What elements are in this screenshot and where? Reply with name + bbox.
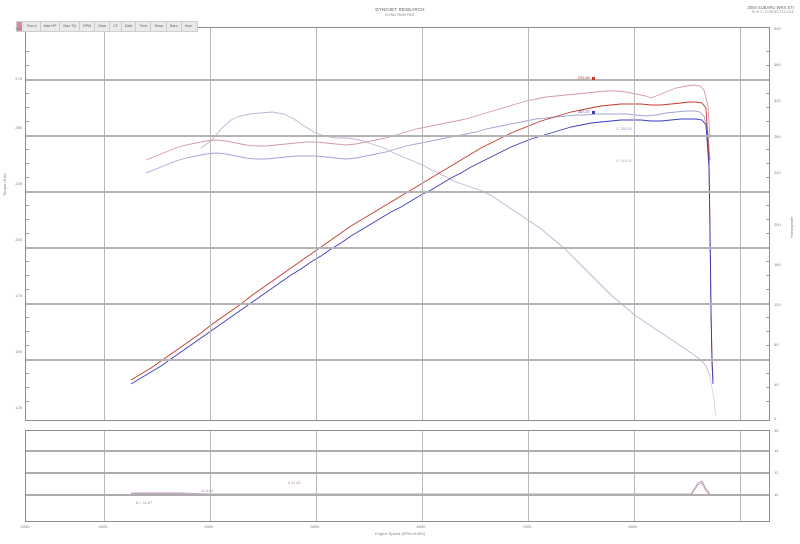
y-right-tick: 320 [774, 98, 781, 103]
gridline-horizontal [26, 303, 769, 305]
y-left-tick: 300 [15, 26, 22, 31]
y-right-tick: 120 [774, 302, 781, 307]
gridline-horizontal [26, 472, 769, 474]
gridline-vertical [634, 431, 635, 521]
curve-torque-run-b [145, 110, 711, 174]
curve-torque-run-a [145, 84, 711, 161]
gridline-vertical [528, 28, 529, 420]
afr-label-a: 11.41 A [201, 489, 214, 493]
legend-color-swatch [17, 22, 22, 31]
annotation-peak-torque: 293.88 [578, 76, 595, 80]
run-identifier: 2004 SUBARU WRX STI [747, 5, 794, 10]
gridline-vertical [740, 431, 741, 521]
gridline-vertical [316, 431, 317, 521]
x-axis-title: Engine Speed (RPM x1000) [375, 531, 425, 536]
x-tick: 3000 [98, 524, 108, 529]
gridline-vertical [634, 28, 635, 420]
legend-col-baro: Baro [167, 22, 182, 31]
curve-hp-run-b [130, 118, 714, 385]
y-left-tick: 175 [15, 293, 22, 298]
legend-col-rpm: RPM [80, 22, 96, 31]
y-left-tick: 225 [15, 181, 22, 186]
gridline-vertical [104, 431, 105, 521]
legend-col-gear: Gear [95, 22, 111, 31]
gridline-vertical [210, 28, 211, 420]
gridline-vertical [316, 28, 317, 420]
curve-trailing-light [709, 375, 717, 417]
curve-canvas [130, 84, 717, 417]
gridline-horizontal [26, 191, 769, 193]
afr-y-tick: 14 [774, 448, 779, 453]
gridline-vertical [104, 28, 105, 420]
legend-col-date: Date [121, 22, 137, 31]
legend-col-cf: CF [110, 22, 122, 31]
gridline-horizontal [26, 450, 769, 452]
gridline-horizontal [26, 79, 769, 81]
gridline-vertical [210, 431, 211, 521]
afr-plot-area: 11.41 A A 11.62 B = 11.87 [25, 430, 770, 522]
y-right-tick: 400 [774, 26, 781, 31]
y-left-tick: 250 [15, 125, 22, 130]
y-right-tick: 200 [774, 222, 781, 227]
annotation-series-3: 3: 285.90 [616, 127, 632, 131]
x-tick: 7000 [522, 524, 532, 529]
x-tick: 5000 [310, 524, 320, 529]
y-axis-right-title: Horsepower [789, 216, 794, 238]
gridline-horizontal [26, 247, 769, 249]
gridline-horizontal [26, 135, 769, 137]
gridline-vertical [528, 431, 529, 521]
annotation-series-4: 4: 248.41 [616, 159, 632, 163]
legend-bar[interactable]: Run # Max HP Max TQ RPM Gear CF Date Tim… [16, 21, 199, 32]
x-tick: 6000 [416, 524, 426, 529]
y-axis-left-title: Torque (ft-lb) [2, 173, 7, 196]
afr-curve-canvas [131, 480, 711, 496]
legend-col-temp: Temp [151, 22, 168, 31]
afr-y-tick: 16 [774, 428, 779, 433]
run-subinfo: RUN 3 / CORRECTED SAE [751, 10, 794, 14]
y-right-tick: 240 [774, 170, 781, 175]
gridline-vertical [740, 28, 741, 420]
x-tick: 8000 [628, 524, 638, 529]
main-plot-area: 293.88 287.07 3: 285.90 4: 248.41 [25, 27, 770, 421]
x-tick: 4000 [204, 524, 214, 529]
y-left-tick: 150 [15, 349, 22, 354]
gridline-vertical [422, 28, 423, 420]
y-right-tick: 160 [774, 262, 781, 267]
y-right-tick: 40 [774, 382, 779, 387]
chart-title: DYNOJET RESEARCH [375, 7, 425, 12]
y-right-tick: 0 [774, 416, 777, 421]
y-left-tick: 125 [15, 405, 22, 410]
chart-subtitle: DYNO RUN FILE [385, 13, 415, 17]
annotation-peak-horsepower: 287.07 [578, 110, 595, 114]
y-left-tick: 275 [15, 76, 22, 81]
legend-col-hum: Hum [181, 22, 196, 31]
curve-afr-run-a [131, 480, 711, 495]
curve-torque-run-c [200, 111, 711, 377]
afr-y-tick: 10 [774, 492, 779, 497]
legend-col-maxtq: Max TQ [60, 22, 81, 31]
afr-label-b: A 11.62 [288, 481, 301, 485]
curve-hp-run-a [130, 101, 714, 381]
afr-y-tick: 12 [774, 470, 779, 475]
y-left-tick: 200 [15, 237, 22, 242]
legend-col-time: Time [136, 22, 152, 31]
y-right-tick: 280 [774, 134, 781, 139]
legend-col-maxhp: Max HP [40, 22, 61, 31]
gridline-horizontal [26, 494, 769, 496]
y-right-tick: 80 [774, 342, 779, 347]
legend-col-run: Run # [24, 22, 41, 31]
y-right-tick: 360 [774, 62, 781, 67]
gridline-vertical [422, 431, 423, 521]
afr-label-c: B = 11.87 [136, 501, 153, 505]
gridline-horizontal [26, 359, 769, 361]
x-tick: 2000 [20, 524, 30, 529]
